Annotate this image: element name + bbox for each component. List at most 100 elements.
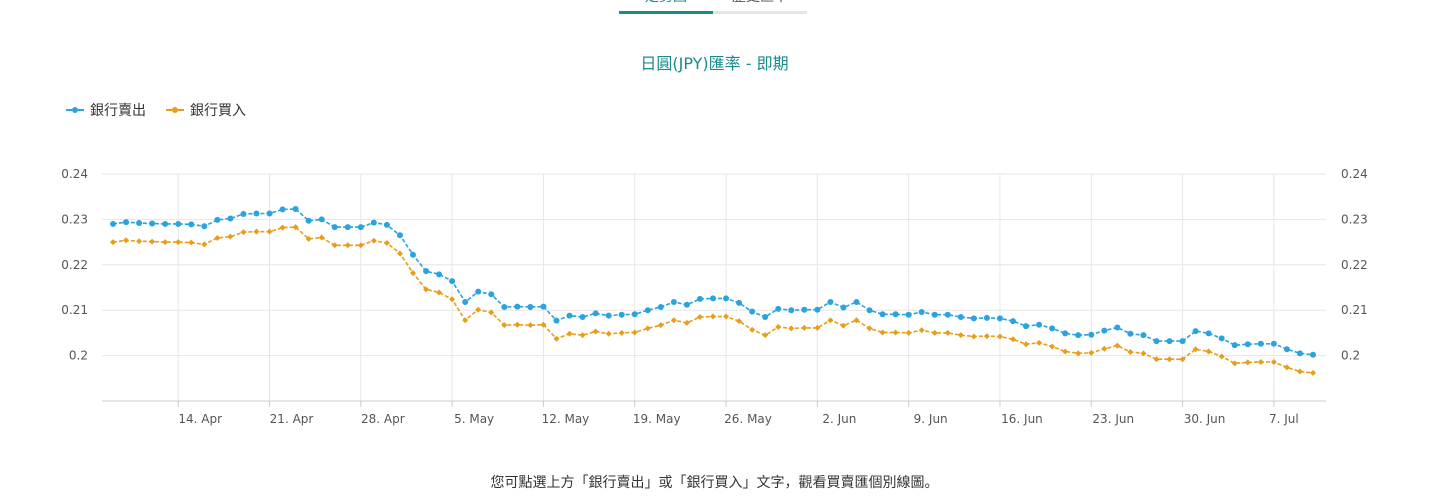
data-point-sell	[462, 299, 469, 306]
data-point-buy	[775, 323, 782, 330]
data-point-buy	[1114, 342, 1121, 349]
data-point-sell	[696, 295, 703, 302]
data-point-sell	[866, 307, 873, 314]
data-point-sell	[201, 223, 208, 230]
data-point-buy	[370, 237, 377, 244]
y-tick-label-left: 0.21	[61, 303, 88, 317]
data-point-sell	[344, 224, 351, 231]
data-point-sell	[1205, 330, 1212, 337]
data-point-buy	[657, 322, 664, 329]
x-tick-label: 30. Jun	[1184, 412, 1226, 426]
data-point-buy	[605, 330, 612, 337]
data-point-sell	[136, 220, 143, 227]
data-point-buy	[331, 242, 338, 249]
data-point-buy	[957, 332, 964, 339]
data-point-buy	[1140, 350, 1147, 357]
data-point-buy	[814, 324, 821, 331]
data-point-sell	[579, 314, 586, 321]
data-point-buy	[566, 330, 573, 337]
data-point-sell	[853, 299, 860, 306]
chart-title: 日圓(JPY)匯率 - 即期	[640, 54, 789, 73]
data-point-sell	[657, 304, 664, 311]
data-point-sell	[683, 301, 690, 308]
data-point-sell	[253, 210, 260, 217]
data-point-buy	[423, 286, 430, 293]
tab-trend-chart[interactable]: 走勢圖	[619, 0, 713, 14]
data-point-buy	[983, 333, 990, 340]
x-tick-label: 21. Apr	[270, 412, 314, 426]
data-point-sell	[436, 271, 443, 278]
data-point-sell	[1192, 328, 1199, 335]
tab-history-rates[interactable]: 歷史匯率	[713, 0, 807, 14]
data-point-sell	[1283, 346, 1290, 353]
data-point-buy	[1088, 349, 1095, 356]
data-point-sell	[918, 309, 925, 316]
data-point-buy	[1023, 341, 1030, 348]
data-point-sell	[1153, 338, 1160, 345]
legend-item-sell[interactable]: 銀行賣出	[66, 100, 146, 120]
data-point-sell	[188, 221, 195, 228]
data-point-buy	[540, 321, 547, 328]
data-point-buy	[1192, 346, 1199, 353]
data-point-buy	[723, 313, 730, 320]
data-point-sell	[775, 305, 782, 312]
data-point-buy	[1179, 356, 1186, 363]
y-tick-label-left: 0.22	[61, 258, 88, 272]
data-point-sell	[227, 215, 234, 222]
data-point-buy	[1257, 358, 1264, 365]
data-point-buy	[357, 242, 364, 249]
data-point-buy	[1270, 358, 1277, 365]
data-point-buy	[1049, 343, 1056, 350]
data-point-sell	[670, 299, 677, 306]
data-point-sell	[892, 311, 899, 318]
data-point-buy	[853, 317, 860, 324]
data-point-buy	[1296, 368, 1303, 375]
y-tick-label-left: 0.24	[61, 167, 88, 181]
data-point-sell	[305, 217, 312, 224]
data-point-buy	[801, 324, 808, 331]
data-point-sell	[1270, 340, 1277, 347]
data-point-buy	[253, 228, 260, 235]
legend-label-buy: 銀行買入	[190, 103, 246, 119]
data-point-buy	[553, 335, 560, 342]
data-point-buy	[931, 329, 938, 336]
data-point-sell	[736, 299, 743, 306]
x-tick-label: 26. May	[724, 412, 772, 426]
y-tick-label-right: 0.24	[1341, 167, 1368, 181]
data-point-sell	[318, 216, 325, 223]
data-point-sell	[370, 219, 377, 226]
x-tick-label: 5. May	[454, 412, 494, 426]
data-point-buy	[827, 317, 834, 324]
data-point-sell	[123, 219, 130, 226]
data-point-sell	[814, 306, 821, 313]
data-point-buy	[1062, 348, 1069, 355]
data-point-buy	[696, 314, 703, 321]
legend-item-buy[interactable]: 銀行買入	[166, 100, 246, 120]
data-point-buy	[840, 322, 847, 329]
data-point-sell	[1231, 342, 1238, 349]
data-point-sell	[605, 312, 612, 319]
data-point-sell	[749, 308, 756, 315]
data-point-sell	[1075, 332, 1082, 339]
data-point-buy	[579, 332, 586, 339]
x-tick-label: 12. May	[542, 412, 590, 426]
data-point-buy	[1010, 336, 1016, 343]
data-point-sell	[931, 311, 938, 318]
data-point-sell	[162, 220, 169, 227]
data-point-buy	[618, 329, 625, 336]
data-point-sell	[762, 314, 769, 321]
data-point-buy	[970, 333, 977, 340]
data-point-buy	[1153, 356, 1160, 363]
data-point-sell	[996, 315, 1003, 322]
data-point-sell	[1310, 351, 1316, 358]
data-point-sell	[1296, 350, 1303, 357]
data-point-buy	[475, 306, 482, 313]
data-point-buy	[383, 240, 390, 247]
data-point-sell	[1036, 321, 1043, 328]
y-tick-label-right: 0.23	[1341, 212, 1368, 226]
data-point-sell	[357, 224, 364, 231]
data-point-buy	[749, 326, 756, 333]
data-point-buy	[318, 234, 325, 241]
y-tick-label-left: 0.23	[61, 212, 88, 226]
data-point-buy	[501, 322, 508, 329]
